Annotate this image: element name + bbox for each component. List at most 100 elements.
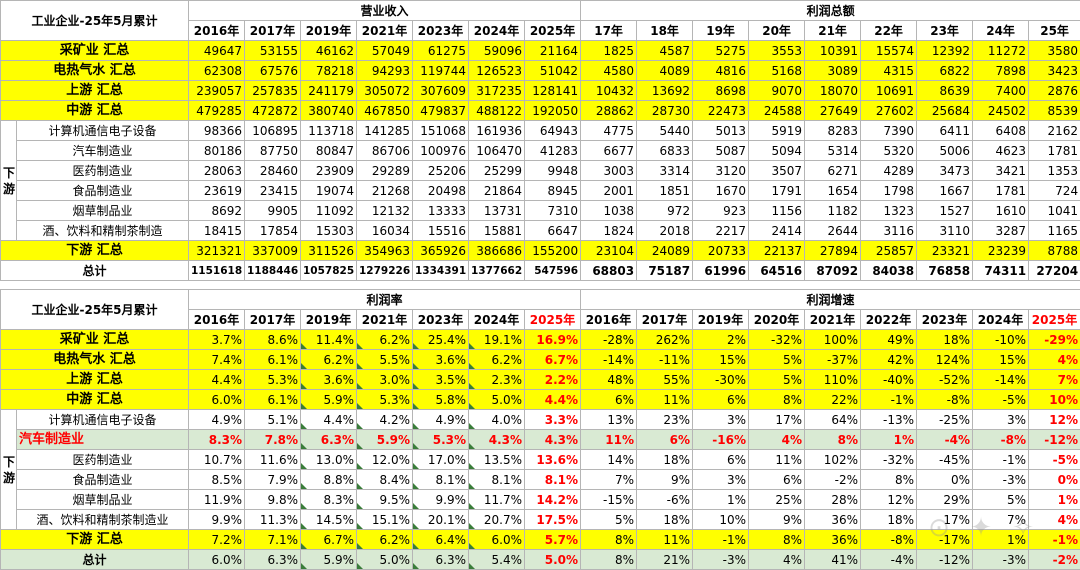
table-cell: 75187 [637, 261, 693, 281]
table-cell: -52% [917, 370, 973, 390]
table-cell: -12% [1029, 430, 1080, 450]
table-cell: 4.4% [301, 410, 357, 430]
year-header: 2019年 [301, 21, 357, 41]
table-cell: 8% [749, 530, 805, 550]
table-cell: 6.2% [357, 530, 413, 550]
table-cell: -8% [861, 530, 917, 550]
table-cell: 479285 [189, 101, 245, 121]
year-header: 2021年 [357, 21, 413, 41]
table-cell: 8% [581, 530, 637, 550]
table-cell: 1279226 [357, 261, 413, 281]
table-cell: 8.8% [301, 470, 357, 490]
table-cell: 27649 [805, 101, 861, 121]
table-cell: 98366 [189, 121, 245, 141]
table-cell: -3% [973, 550, 1029, 570]
table-cell: 10432 [581, 81, 637, 101]
table-cell: 4289 [861, 161, 917, 181]
table-cell: -14% [581, 350, 637, 370]
table-cell: 8% [581, 550, 637, 570]
table-cell: 6.0% [469, 530, 525, 550]
table-cell: 5.9% [357, 430, 413, 450]
table-cell: 27894 [805, 241, 861, 261]
table-cell: 4.2% [357, 410, 413, 430]
table-cell: 5919 [749, 121, 805, 141]
table-cell: 5320 [861, 141, 917, 161]
table-cell: 24089 [637, 241, 693, 261]
table-cell: -1% [693, 530, 749, 550]
table-cell: 5.3% [245, 370, 301, 390]
row-label: 医药制造业 [17, 450, 189, 470]
table-cell: 10% [1029, 390, 1080, 410]
table-cell: -25% [917, 410, 973, 430]
row-label: 上游 汇总 [1, 370, 189, 390]
table-cell: 7% [1029, 370, 1080, 390]
table-cell: 5.0% [469, 390, 525, 410]
table-cell: -2% [1029, 550, 1080, 570]
table-cell: 3.6% [413, 350, 469, 370]
table-cell: 6.4% [413, 530, 469, 550]
table-cell: 5% [749, 370, 805, 390]
table-cell: 22% [805, 390, 861, 410]
table-cell: -8% [973, 430, 1029, 450]
table-cell: 12392 [917, 41, 973, 61]
table-cell: 8639 [917, 81, 973, 101]
table-cell: 36% [805, 510, 861, 530]
table-cell: 6833 [637, 141, 693, 161]
table-cell: 22473 [693, 101, 749, 121]
table-cell: 17% [749, 410, 805, 430]
table-cell: 68803 [581, 261, 637, 281]
row-label: 食品制造业 [17, 181, 189, 201]
year-header: 2016年 [189, 21, 245, 41]
table-cell: 14.2% [525, 490, 581, 510]
table-cell: 21864 [469, 181, 525, 201]
table-cell: 62308 [189, 61, 245, 81]
table-cell: 8.4% [357, 470, 413, 490]
table-cell: 11.3% [245, 510, 301, 530]
table-cell: 1798 [861, 181, 917, 201]
table-cell: 1824 [581, 221, 637, 241]
table-cell: 4.9% [189, 410, 245, 430]
table-cell: -45% [917, 450, 973, 470]
year-header: 2024年 [469, 310, 525, 330]
table-cell: 19074 [301, 181, 357, 201]
year-header: 2017年 [637, 310, 693, 330]
table-cell: 8.1% [469, 470, 525, 490]
table-cell: -5% [973, 390, 1029, 410]
table-cell: 110% [805, 370, 861, 390]
table-cell: 0% [1029, 470, 1080, 490]
table-cell: 2.2% [525, 370, 581, 390]
table-cell: 51042 [525, 61, 581, 81]
table-cell: 151068 [413, 121, 469, 141]
table-cell: 18% [917, 330, 973, 350]
table-cell: 11.9% [189, 490, 245, 510]
table-cell: 6.0% [189, 550, 245, 570]
table-cell: 53155 [245, 41, 301, 61]
table-cell: 2% [693, 330, 749, 350]
table-cell: 0% [917, 470, 973, 490]
table-cell: 1334391 [413, 261, 469, 281]
table-cell: 4.3% [525, 430, 581, 450]
year-header: 2019年 [301, 310, 357, 330]
table-cell: 3553 [749, 41, 805, 61]
table-cell: 59096 [469, 41, 525, 61]
table-cell: 5.0% [525, 550, 581, 570]
profit-group-header: 利润总额 [581, 1, 1080, 21]
row-label: 上游 汇总 [1, 81, 189, 101]
table-cell: 1670 [693, 181, 749, 201]
table-cell: 19.1% [469, 330, 525, 350]
table-cell: 67576 [245, 61, 301, 81]
table-cell: 5087 [693, 141, 749, 161]
table-cell: 7390 [861, 121, 917, 141]
table-cell: 11% [581, 430, 637, 450]
table-cell: 4580 [581, 61, 637, 81]
table-cell: -8% [917, 390, 973, 410]
table-cell: 5% [749, 350, 805, 370]
